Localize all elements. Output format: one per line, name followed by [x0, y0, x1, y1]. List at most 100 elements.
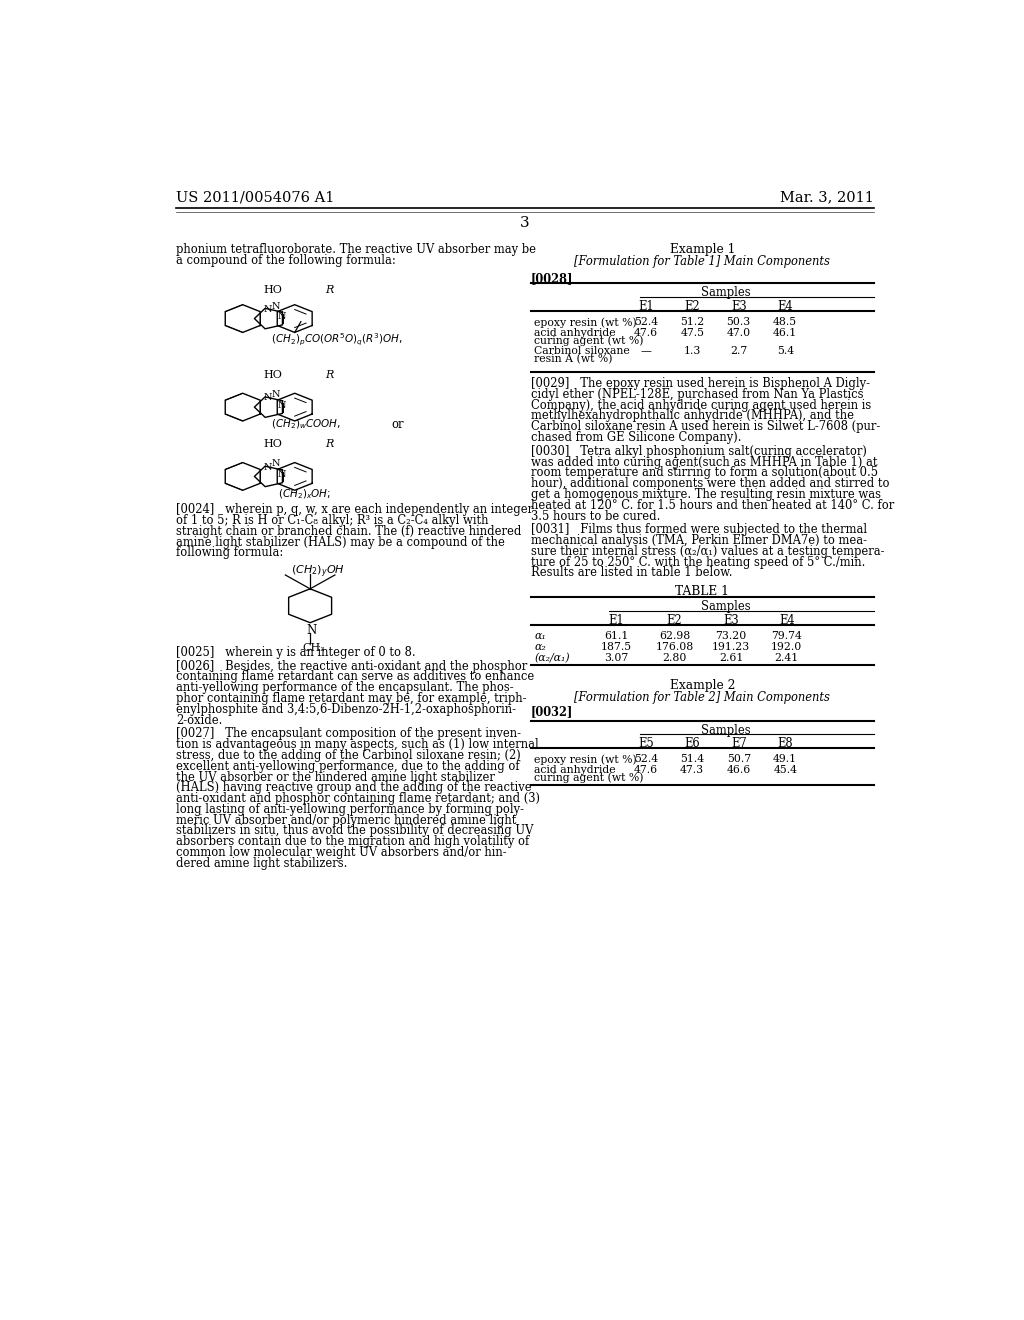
Text: methylhexahydrophthalic anhydride (MHHPA), and the: methylhexahydrophthalic anhydride (MHHPA…	[531, 409, 854, 422]
Text: dered amine light stabilizers.: dered amine light stabilizers.	[176, 857, 347, 870]
Text: CH₃: CH₃	[302, 643, 326, 652]
Text: anti-yellowing performance of the encapsulant. The phos-: anti-yellowing performance of the encaps…	[176, 681, 514, 694]
Text: 52.4: 52.4	[634, 755, 657, 764]
Text: stress, due to the adding of the Carbinol siloxane resin; (2): stress, due to the adding of the Carbino…	[176, 748, 521, 762]
Text: 62.98: 62.98	[658, 631, 690, 642]
Text: 176.08: 176.08	[655, 642, 693, 652]
Text: excellent anti-yellowing performance, due to the adding of: excellent anti-yellowing performance, du…	[176, 760, 519, 772]
Text: phonium tetrafluoroborate. The reactive UV absorber may be: phonium tetrafluoroborate. The reactive …	[176, 243, 536, 256]
Text: of 1 to 5; R is H or C₁-C₈ alkyl; R³ is a C₂-C₄ alkyl with: of 1 to 5; R is H or C₁-C₈ alkyl; R³ is …	[176, 515, 488, 527]
Text: tion is advantageous in many aspects, such as (1) low internal: tion is advantageous in many aspects, su…	[176, 738, 539, 751]
Text: 192.0: 192.0	[771, 642, 803, 652]
Text: 61.1: 61.1	[604, 631, 629, 642]
Text: 50.7: 50.7	[727, 755, 751, 764]
Text: 50.3: 50.3	[727, 317, 751, 327]
Text: Samples: Samples	[700, 286, 751, 300]
Text: [0029]   The epoxy resin used herein is Bisphenol A Digly-: [0029] The epoxy resin used herein is Bi…	[531, 378, 870, 391]
Text: Results are listed in table 1 below.: Results are listed in table 1 below.	[531, 566, 732, 579]
Text: 2.41: 2.41	[774, 653, 799, 663]
Text: [0028]: [0028]	[531, 272, 573, 285]
Text: E8: E8	[777, 738, 793, 751]
Text: $(CH_2)_wCOOH,$: $(CH_2)_wCOOH,$	[271, 418, 342, 432]
Text: [0027]   The encapsulant composition of the present inven-: [0027] The encapsulant composition of th…	[176, 727, 521, 741]
Text: acid anhydride: acid anhydride	[535, 766, 615, 775]
Text: HO: HO	[263, 285, 283, 296]
Text: N: N	[271, 391, 280, 399]
Text: N: N	[278, 401, 286, 411]
Text: R: R	[326, 285, 334, 296]
Text: N: N	[278, 470, 286, 479]
Text: [0026]   Besides, the reactive anti-oxidant and the phosphor: [0026] Besides, the reactive anti-oxidan…	[176, 660, 527, 673]
Text: [0030]   Tetra alkyl phosphonium salt(curing accelerator): [0030] Tetra alkyl phosphonium salt(curi…	[531, 445, 867, 458]
Text: α₁: α₁	[535, 631, 546, 642]
Text: 1.3: 1.3	[683, 346, 700, 356]
Text: 47.6: 47.6	[634, 766, 657, 775]
Text: was added into curing agent(such as MHHPA in Table 1) at: was added into curing agent(such as MHHP…	[531, 455, 878, 469]
Text: enylphosphite and 3,4:5,6-Dibenzo-2H-1,2-oxaphosphorin-: enylphosphite and 3,4:5,6-Dibenzo-2H-1,2…	[176, 702, 516, 715]
Text: 49.1: 49.1	[773, 755, 798, 764]
Text: HO: HO	[263, 440, 283, 449]
Text: cidyl ether (NPEL-128E, purchased from Nan Ya Plastics: cidyl ether (NPEL-128E, purchased from N…	[531, 388, 863, 401]
Text: [0025]   wherein y is an integer of 0 to 8.: [0025] wherein y is an integer of 0 to 8…	[176, 645, 416, 659]
Text: 2.61: 2.61	[719, 653, 743, 663]
Text: resin A (wt %): resin A (wt %)	[535, 354, 612, 364]
Text: E1: E1	[638, 300, 653, 313]
Text: 3.5 hours to be cured.: 3.5 hours to be cured.	[531, 510, 660, 523]
Text: HO: HO	[263, 370, 283, 380]
Text: [0031]   Films thus formed were subjected to the thermal: [0031] Films thus formed were subjected …	[531, 524, 867, 536]
Text: ture of 25 to 250° C. with the heating speed of 5° C./min.: ture of 25 to 250° C. with the heating s…	[531, 556, 865, 569]
Text: 2.80: 2.80	[663, 653, 686, 663]
Text: 47.5: 47.5	[680, 327, 705, 338]
Text: anti-oxidant and phosphor containing flame retardant; and (3): anti-oxidant and phosphor containing fla…	[176, 792, 540, 805]
Text: 79.74: 79.74	[771, 631, 802, 642]
Text: N: N	[278, 313, 286, 321]
Text: 3.07: 3.07	[604, 653, 629, 663]
Text: 2-oxide.: 2-oxide.	[176, 714, 222, 726]
Text: 5.4: 5.4	[776, 346, 794, 356]
Text: TABLE 1: TABLE 1	[676, 585, 729, 598]
Text: —: —	[640, 346, 651, 356]
Text: [Formulation for Table 1] Main Components: [Formulation for Table 1] Main Component…	[574, 256, 830, 268]
Text: hour), additional components were then added and stirred to: hour), additional components were then a…	[531, 478, 890, 490]
Text: E1: E1	[608, 614, 624, 627]
Text: long lasting of anti-yellowing performance by forming poly-: long lasting of anti-yellowing performan…	[176, 803, 524, 816]
Text: Samples: Samples	[700, 723, 751, 737]
Text: 51.2: 51.2	[680, 317, 705, 327]
Text: containing flame retardant can serve as additives to enhance: containing flame retardant can serve as …	[176, 671, 535, 684]
Text: mechanical analysis (TMA, Perkin Elmer DMA7e) to mea-: mechanical analysis (TMA, Perkin Elmer D…	[531, 535, 867, 548]
Text: sure their internal stress (α₂/α₁) values at a testing tempera-: sure their internal stress (α₂/α₁) value…	[531, 545, 885, 558]
Text: Samples: Samples	[700, 601, 751, 614]
Text: E4: E4	[777, 300, 793, 313]
Text: Carbinol siloxane resin A used herein is Silwet L-7608 (pur-: Carbinol siloxane resin A used herein is…	[531, 420, 881, 433]
Text: heated at 120° C. for 1.5 hours and then heated at 140° C. for: heated at 120° C. for 1.5 hours and then…	[531, 499, 894, 512]
Text: E7: E7	[731, 738, 746, 751]
Text: N: N	[264, 462, 272, 471]
Text: N: N	[264, 393, 272, 403]
Text: absorbers contain due to the migration and high volatility of: absorbers contain due to the migration a…	[176, 836, 529, 849]
Text: (HALS) having reactive group and the adding of the reactive: (HALS) having reactive group and the add…	[176, 781, 531, 795]
Text: stabilizers in situ, thus avoid the possibility of decreasing UV: stabilizers in situ, thus avoid the poss…	[176, 825, 534, 837]
Text: 2.7: 2.7	[730, 346, 748, 356]
Text: N: N	[271, 459, 280, 469]
Text: 47.0: 47.0	[727, 327, 751, 338]
Text: [Formulation for Table 2] Main Components: [Formulation for Table 2] Main Component…	[574, 692, 830, 705]
Text: amine light stabilizer (HALS) may be a compound of the: amine light stabilizer (HALS) may be a c…	[176, 536, 505, 549]
Text: 45.4: 45.4	[773, 766, 798, 775]
Text: E2: E2	[684, 300, 700, 313]
Text: get a homogenous mixture. The resulting resin mixture was: get a homogenous mixture. The resulting …	[531, 488, 881, 502]
Text: Company), the acid anhydride curing agent used herein is: Company), the acid anhydride curing agen…	[531, 399, 871, 412]
Text: E4: E4	[779, 614, 795, 627]
Text: meric UV absorber and/or polymeric hindered amine light: meric UV absorber and/or polymeric hinde…	[176, 813, 516, 826]
Text: 3: 3	[520, 216, 529, 230]
Text: 48.5: 48.5	[773, 317, 798, 327]
Text: N: N	[271, 302, 280, 310]
Text: or: or	[391, 418, 404, 430]
Text: $(CH_2)_xOH;$: $(CH_2)_xOH;$	[278, 487, 331, 500]
Text: room temperature and stirring to form a solution(about 0.5: room temperature and stirring to form a …	[531, 466, 879, 479]
Text: $(CH_2)_yOH$: $(CH_2)_yOH$	[291, 564, 345, 579]
Text: R: R	[326, 370, 334, 380]
Text: epoxy resin (wt %): epoxy resin (wt %)	[535, 755, 637, 766]
Text: phor containing flame retardant may be, for example, triph-: phor containing flame retardant may be, …	[176, 692, 526, 705]
Text: E6: E6	[684, 738, 700, 751]
Text: 51.4: 51.4	[680, 755, 705, 764]
